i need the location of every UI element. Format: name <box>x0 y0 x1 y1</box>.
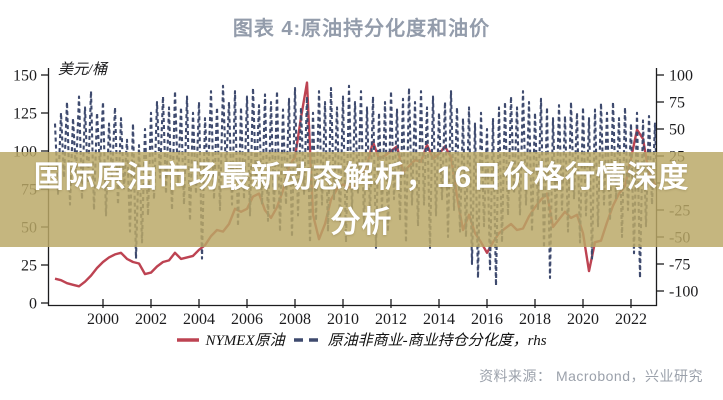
legend-item-nymex: NYMEX原油 <box>176 329 285 350</box>
svg-text:0: 0 <box>29 296 37 313</box>
svg-text:75: 75 <box>669 95 685 112</box>
svg-text:2010: 2010 <box>327 311 359 328</box>
svg-text:2016: 2016 <box>471 311 503 328</box>
svg-text:2020: 2020 <box>567 311 599 328</box>
svg-text:2004: 2004 <box>183 311 215 328</box>
nymex-solid-line-swatch <box>177 337 200 342</box>
chart-figure-title: 图表 4:原油持分化度和油价 <box>232 18 491 40</box>
headline-line-2: 分析 <box>330 205 393 239</box>
y-axis-unit-label: 美元/桶 <box>58 61 109 78</box>
headline-line-1: 国际原油市场最新动态解析，16日价格行情深度 <box>33 160 690 194</box>
svg-text:50: 50 <box>669 122 685 139</box>
svg-text:2000: 2000 <box>87 311 119 328</box>
svg-text:25: 25 <box>21 258 37 275</box>
svg-text:150: 150 <box>13 68 37 85</box>
svg-text:2022: 2022 <box>615 311 647 328</box>
divergence-dashed-line-swatch <box>293 337 322 342</box>
legend-item-divergence: 原油非商业-商业持仓分化度，rhs <box>293 329 547 350</box>
svg-text:2002: 2002 <box>135 311 167 328</box>
svg-text:2014: 2014 <box>423 311 455 328</box>
svg-text:-75: -75 <box>669 257 690 274</box>
legend-label-divergence: 原油非商业-商业持仓分化度，rhs <box>327 333 547 349</box>
svg-text:100: 100 <box>669 68 693 85</box>
svg-text:2012: 2012 <box>375 311 407 328</box>
svg-text:2006: 2006 <box>231 311 263 328</box>
svg-text:-100: -100 <box>669 284 698 301</box>
headline-banner-overlay: 国际原油市场最新动态解析，16日价格行情深度 分析 <box>0 152 723 247</box>
svg-text:125: 125 <box>13 106 37 123</box>
source-attribution: 资料来源： Macrobond，兴业研究 <box>479 368 703 384</box>
svg-text:2018: 2018 <box>519 311 551 328</box>
chart-legend: NYMEX原油 原油非商业-商业持仓分化度，rhs <box>0 329 723 350</box>
legend-label-nymex: NYMEX原油 <box>205 333 285 349</box>
svg-text:2008: 2008 <box>279 311 311 328</box>
